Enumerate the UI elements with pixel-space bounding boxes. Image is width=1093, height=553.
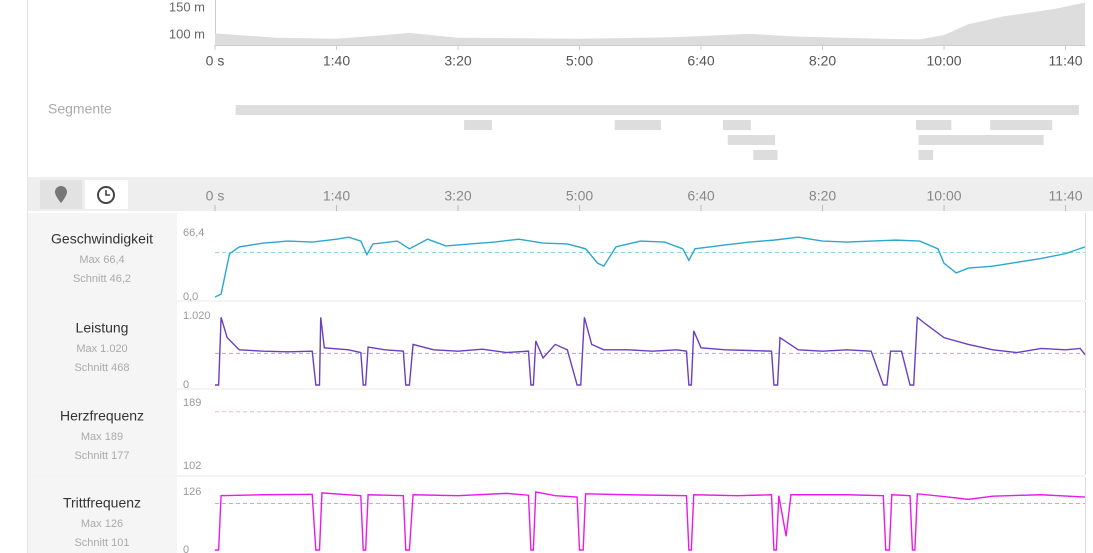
time-tick-label: 10:00	[927, 53, 962, 69]
time-tick-label: 0 s	[206, 53, 225, 69]
panel-tick-label: 0	[183, 379, 189, 391]
panel-max: Max 66,4	[79, 254, 124, 266]
segment-bar[interactable]	[918, 150, 934, 160]
time-tick-label: 6:40	[687, 188, 714, 204]
panel-name: Herzfrequenz	[60, 408, 144, 424]
panel-avg: Schnitt 101	[74, 537, 129, 549]
time-tick-label: 8:20	[809, 53, 836, 69]
elevation-tick-label: 150 m	[169, 0, 205, 14]
segments-label: Segmente	[48, 101, 112, 117]
segment-bar[interactable]	[990, 120, 1053, 130]
time-tick-label: 0 s	[206, 188, 225, 204]
panel-avg: Schnitt 468	[74, 362, 129, 374]
time-tick-label: 5:00	[566, 188, 593, 204]
panel-name: Geschwindigkeit	[51, 231, 153, 247]
time-tick-label: 5:00	[566, 53, 593, 69]
panel-name: Leistung	[76, 320, 129, 336]
panel-label-bg	[28, 390, 177, 475]
time-tick-label: 10:00	[927, 188, 962, 204]
segment-bar[interactable]	[916, 120, 952, 130]
toolbar	[28, 177, 1093, 211]
clock-hands	[105, 190, 110, 196]
panel-tick-label: 189	[183, 397, 201, 409]
panel-tick-label: 126	[183, 486, 201, 498]
panel-tick-label: 1.020	[183, 310, 211, 322]
time-tick-label: 3:20	[444, 53, 471, 69]
data-line	[214, 236, 1086, 298]
data-line	[215, 491, 1086, 551]
panel-name: Trittfrequenz	[63, 495, 141, 511]
segment-bar[interactable]	[235, 105, 1079, 115]
segment-bar[interactable]	[722, 120, 751, 130]
time-tick-label: 1:40	[323, 53, 350, 69]
segment-bar[interactable]	[727, 135, 776, 145]
elevation-area	[215, 2, 1085, 46]
panel-tick-label: 0,0	[183, 291, 198, 303]
data-line	[215, 315, 1086, 386]
segment-bar[interactable]	[614, 120, 661, 130]
panel-tick-label: 102	[183, 460, 201, 472]
time-tick-label: 11:40	[1049, 53, 1083, 69]
panel-tick-label: 66,4	[183, 227, 204, 239]
panel-max: Max 126	[81, 518, 123, 530]
time-tick-label: 3:20	[444, 188, 471, 204]
time-tick-label: 1:40	[323, 188, 350, 204]
panel-avg: Schnitt 46,2	[73, 273, 131, 285]
panel-label-bg	[28, 477, 177, 553]
segment-bar[interactable]	[918, 135, 1044, 145]
time-tick-label: 6:40	[687, 53, 714, 69]
panel-max: Max 1.020	[76, 343, 127, 355]
elevation-tick-label: 100 m	[169, 26, 205, 41]
panel-label-bg	[28, 213, 177, 300]
panel-max: Max 189	[81, 431, 123, 443]
panel-label-bg	[28, 302, 177, 388]
clock-icon	[97, 186, 115, 204]
pin-icon	[55, 186, 67, 203]
time-tick-label: 11:40	[1049, 188, 1083, 204]
segment-bar[interactable]	[464, 120, 493, 130]
segment-bar[interactable]	[753, 150, 778, 160]
panel-tick-label: 0	[183, 544, 189, 553]
panel-avg: Schnitt 177	[74, 450, 129, 462]
time-tick-label: 8:20	[809, 188, 836, 204]
